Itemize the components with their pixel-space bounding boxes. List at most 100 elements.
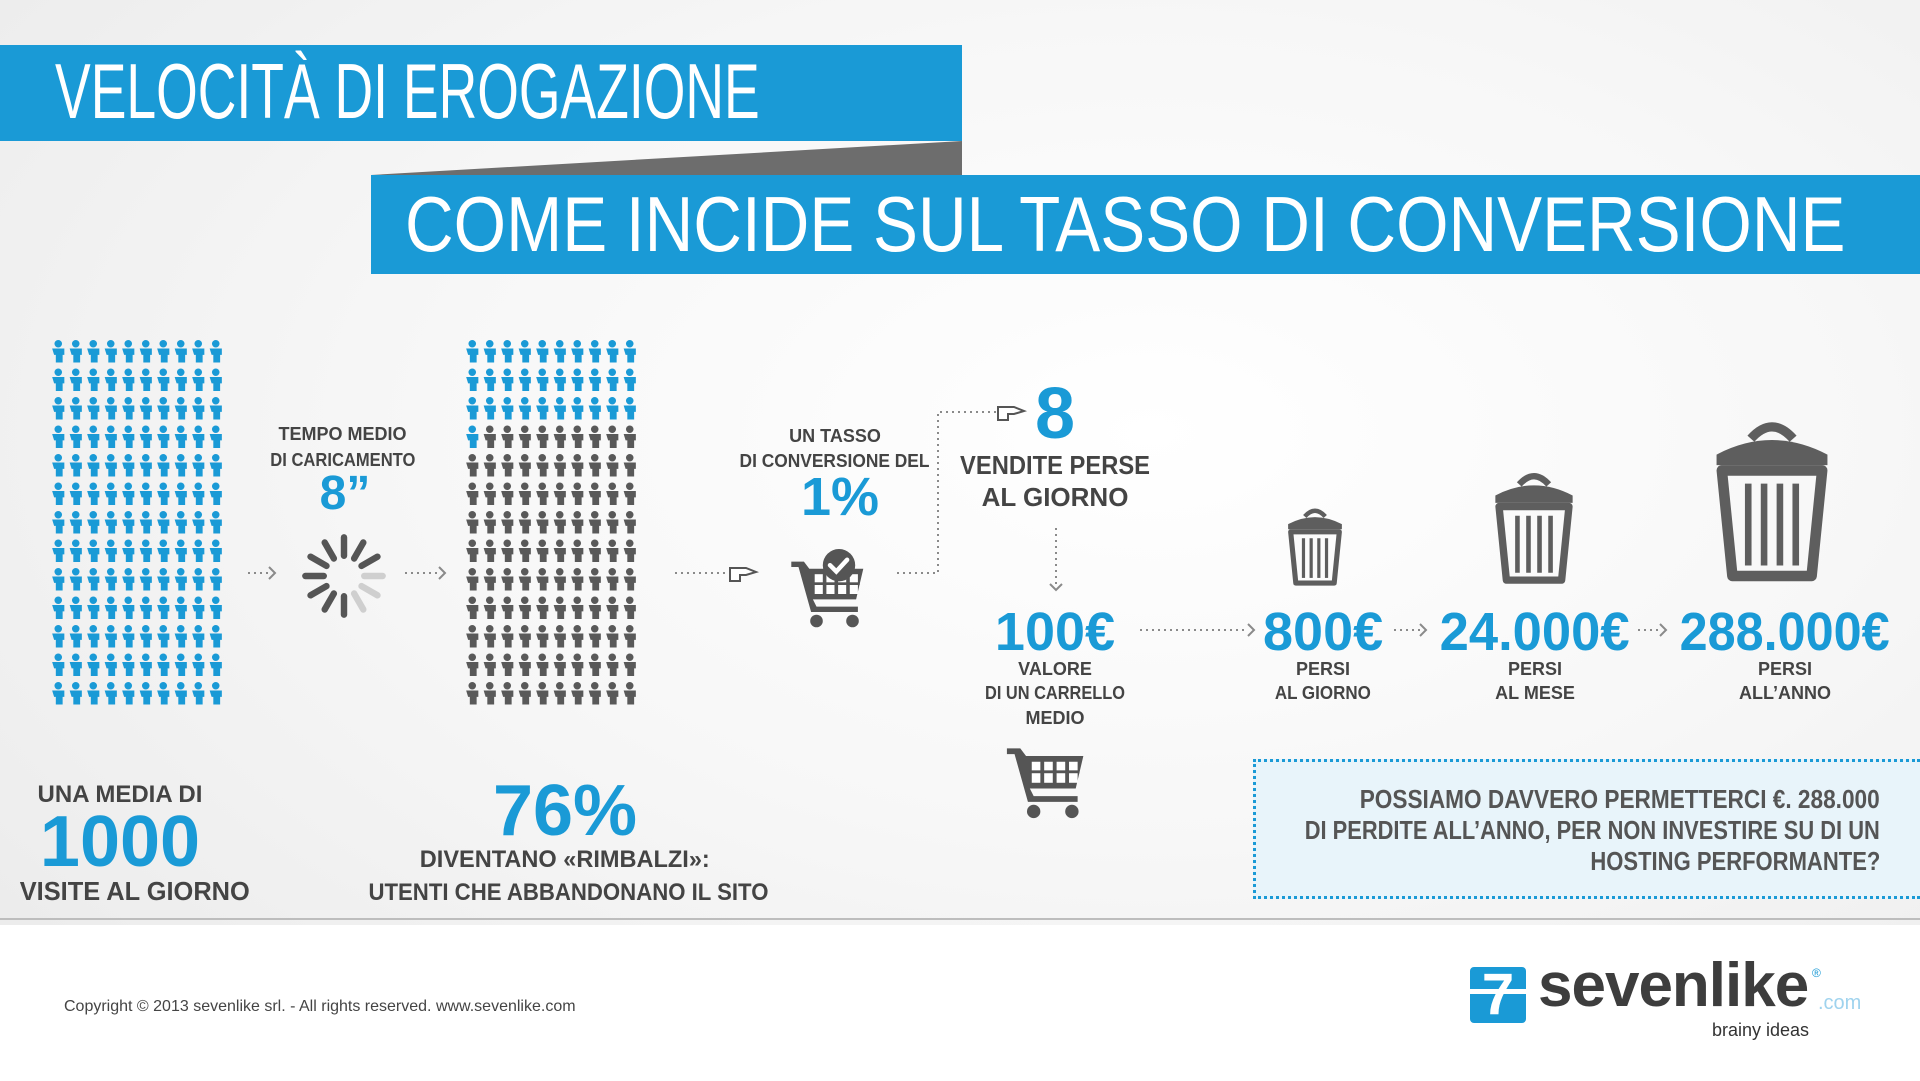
cart-icon (1006, 748, 1084, 819)
person-icon (606, 340, 619, 363)
person-icon (501, 596, 514, 619)
person-icon (122, 625, 135, 648)
person-icon (139, 482, 152, 505)
person-icon (104, 397, 117, 420)
person-icon (536, 340, 549, 363)
person-icon (122, 425, 135, 448)
person-icon (588, 425, 601, 448)
person-icon (466, 596, 479, 619)
person-icon (87, 596, 100, 619)
lost-sales-label-1: VENDITE PERSE (960, 450, 1150, 480)
person-icon (157, 682, 170, 705)
person-icon (553, 539, 566, 562)
person-icon (466, 454, 479, 477)
person-icon (174, 625, 187, 648)
loss-day-value: 800€ (1262, 602, 1384, 662)
person-icon (623, 568, 636, 591)
person-icon (466, 539, 479, 562)
person-icon (501, 682, 514, 705)
person-icon (518, 625, 531, 648)
person-icon (536, 568, 549, 591)
person-icon (553, 482, 566, 505)
person-icon (87, 425, 100, 448)
person-icon (52, 482, 65, 505)
person-icon (87, 482, 100, 505)
person-icon (571, 539, 584, 562)
person-icon (104, 682, 117, 705)
person-icon (174, 454, 187, 477)
person-icon (209, 625, 222, 648)
person-icon (588, 454, 601, 477)
person-icon (174, 397, 187, 420)
person-icon (518, 425, 531, 448)
person-icon (536, 682, 549, 705)
person-icon (588, 368, 601, 391)
person-icon (122, 368, 135, 391)
visits-value: 1000 (39, 802, 201, 882)
person-icon (69, 568, 82, 591)
bounce-label-1: DIVENTANO «RIMBALZI»: (420, 846, 710, 873)
person-icon (553, 454, 566, 477)
person-icon (122, 682, 135, 705)
person-icon (122, 596, 135, 619)
person-icon (192, 653, 205, 676)
footer (0, 925, 1920, 1081)
person-icon (209, 368, 222, 391)
person-icon (501, 340, 514, 363)
person-icon (518, 596, 531, 619)
person-icon (536, 454, 549, 477)
copyright-text[interactable]: Copyright © 2013 sevenlike srl. - All ri… (64, 998, 576, 1015)
person-icon (87, 568, 100, 591)
person-icon (174, 682, 187, 705)
person-icon (209, 340, 222, 363)
person-icon (518, 368, 531, 391)
person-icon (588, 539, 601, 562)
person-icon (553, 596, 566, 619)
person-icon (553, 397, 566, 420)
person-icon (52, 368, 65, 391)
person-icon (553, 625, 566, 648)
person-icon (588, 397, 601, 420)
person-icon (553, 340, 566, 363)
person-icon (606, 682, 619, 705)
person-icon (588, 482, 601, 505)
person-icon (466, 340, 479, 363)
person-icon (606, 511, 619, 534)
person-icon (69, 511, 82, 534)
pointing-hand-icon (729, 567, 760, 582)
person-icon (518, 539, 531, 562)
person-icon (536, 511, 549, 534)
person-icon (518, 397, 531, 420)
page-title: VELOCITÀ DI EROGAZIONE (55, 47, 760, 135)
lost-sales-value: 8 (1034, 374, 1076, 454)
person-icon (87, 340, 100, 363)
person-icon (157, 368, 170, 391)
logo-digit: 7 (1481, 967, 1515, 1023)
person-icon (501, 539, 514, 562)
person-icon (606, 482, 619, 505)
logo-mark: 7 (1470, 967, 1526, 1023)
person-icon (501, 454, 514, 477)
person-icon (157, 425, 170, 448)
person-icon (466, 397, 479, 420)
person-icon (69, 425, 82, 448)
person-icon (623, 454, 636, 477)
person-icon (87, 625, 100, 648)
person-icon (623, 682, 636, 705)
person-icon (518, 653, 531, 676)
person-icon (553, 682, 566, 705)
person-icon (209, 425, 222, 448)
person-icon (483, 596, 496, 619)
person-icon (571, 482, 584, 505)
person-icon (606, 653, 619, 676)
person-icon (122, 511, 135, 534)
person-icon (104, 454, 117, 477)
person-icon (52, 454, 65, 477)
person-icon (623, 625, 636, 648)
person-icon (623, 482, 636, 505)
person-icon (501, 425, 514, 448)
person-icon (104, 568, 117, 591)
page-subtitle: COME INCIDE SUL TASSO DI CONVERSIONE (405, 180, 1846, 268)
person-icon (122, 340, 135, 363)
conversion-value: 1% (800, 467, 880, 527)
